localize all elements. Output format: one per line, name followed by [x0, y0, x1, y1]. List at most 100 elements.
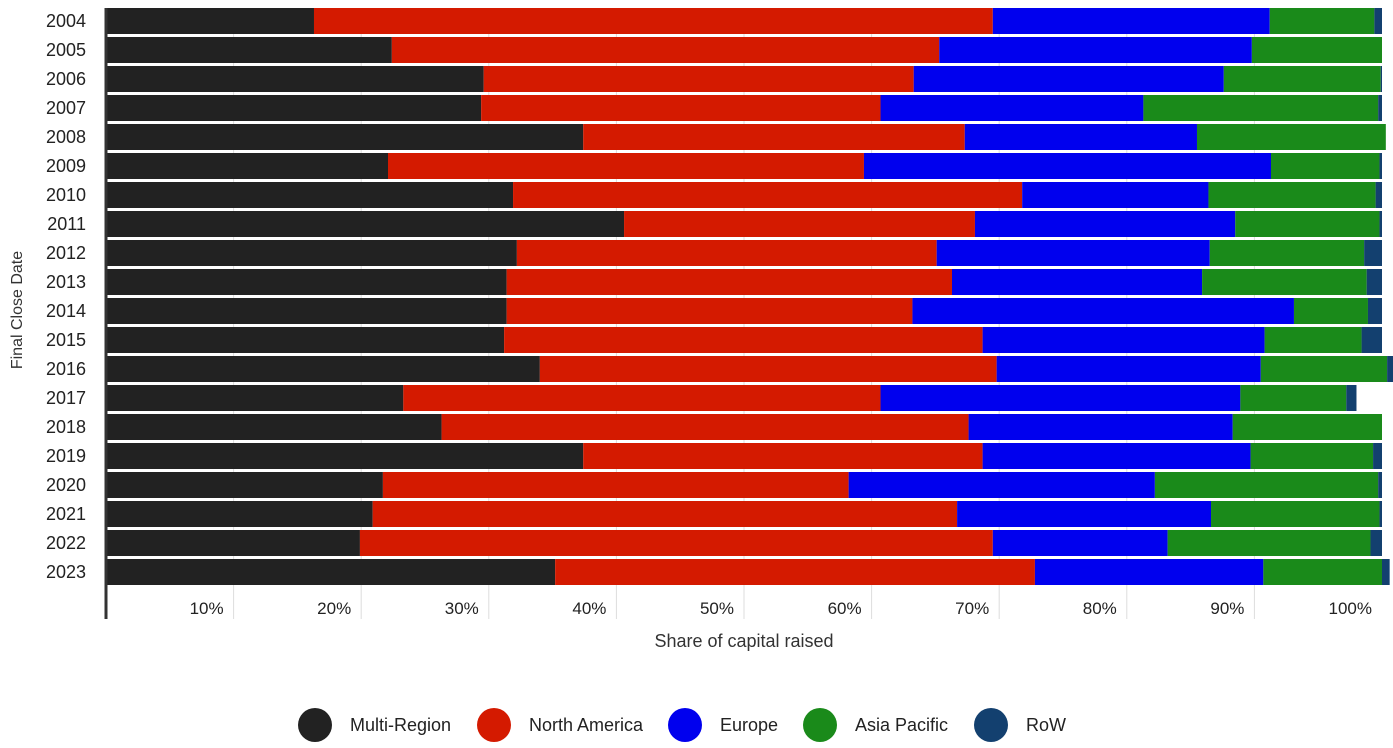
bar-segment-asia-pacific [1167, 530, 1371, 556]
y-axis-tick-labels: 2004 2005 2006 2007 2008 2009 2010 2011 2012 2013… [46, 11, 86, 582]
bar-segment-row [1364, 240, 1382, 266]
bar-segment-row [1379, 153, 1382, 179]
bar-segment-multi-region [106, 240, 517, 266]
bar-segment-north-america [504, 327, 983, 353]
bar-segment-north-america [506, 298, 913, 324]
bar-segment-row [1361, 327, 1382, 353]
legend-item: Multi-Region [298, 708, 451, 742]
bar-segment-asia-pacific [1235, 211, 1380, 237]
y-tick-label: 2019 [46, 446, 86, 466]
bar-segment-north-america [391, 37, 940, 63]
bar-segment-asia-pacific [1209, 240, 1365, 266]
bar-segment-multi-region [106, 414, 442, 440]
bar-segment-row [1378, 95, 1382, 121]
bar-segment-europe [863, 153, 1271, 179]
bar-segment-europe [912, 298, 1294, 324]
bar-segment-asia-pacific [1232, 414, 1382, 440]
y-tick-label: 2023 [46, 562, 86, 582]
y-tick-label: 2008 [46, 127, 86, 147]
bar-segment-north-america [539, 356, 997, 382]
legend: Multi-Region North America Europe Asia Paci… [0, 708, 1393, 748]
bar-segment-multi-region [106, 298, 507, 324]
bar-segment-north-america [516, 240, 937, 266]
x-tick-label: 10% [190, 599, 224, 618]
y-tick-label: 2020 [46, 475, 86, 495]
bar-segment-north-america [506, 269, 952, 295]
legend-label: Europe [720, 714, 779, 735]
bar-segment-asia-pacific [1202, 269, 1367, 295]
bar-segment-north-america [583, 124, 965, 150]
y-tick-label: 2007 [46, 98, 86, 118]
bar-segment-row [1367, 298, 1382, 324]
bar-segment-asia-pacific [1260, 356, 1388, 382]
y-tick-label: 2021 [46, 504, 86, 524]
bar-segment-europe [992, 8, 1270, 34]
legend-swatch [668, 708, 702, 742]
x-axis-title: Share of capital raised [654, 631, 833, 651]
legend-swatch [298, 708, 332, 742]
y-tick-label: 2004 [46, 11, 86, 31]
bar-segment-europe [880, 385, 1241, 411]
bars [106, 8, 1393, 585]
bar-segment-asia-pacific [1223, 66, 1381, 92]
bar-segment-europe [939, 37, 1252, 63]
bar-segment-asia-pacific [1293, 298, 1368, 324]
bar-segment-north-america [583, 443, 983, 469]
x-tick-label: 60% [828, 599, 862, 618]
legend-swatch [477, 708, 511, 742]
legend-item: RoW [974, 708, 1066, 742]
x-tick-label: 30% [445, 599, 479, 618]
bar-segment-europe [982, 443, 1251, 469]
y-tick-label: 2018 [46, 417, 86, 437]
bar-segment-asia-pacific [1196, 124, 1386, 150]
bar-segment-row [1370, 530, 1382, 556]
bar-segment-multi-region [106, 501, 373, 527]
bar-segment-multi-region [106, 95, 482, 121]
bar-segment-multi-region [106, 356, 540, 382]
y-tick-label: 2010 [46, 185, 86, 205]
bar-segment-asia-pacific [1208, 182, 1376, 208]
bar-segment-north-america [313, 8, 993, 34]
bar-segment-asia-pacific [1154, 472, 1379, 498]
legend-swatch [803, 708, 837, 742]
bar-segment-multi-region [106, 269, 507, 295]
x-tick-label: 100% [1329, 599, 1372, 618]
bar-segment-europe [968, 414, 1233, 440]
x-tick-label: 50% [700, 599, 734, 618]
bar-segment-asia-pacific [1211, 501, 1380, 527]
y-tick-label: 2015 [46, 330, 86, 350]
bar-segment-multi-region [106, 153, 388, 179]
bar-segment-europe [913, 66, 1224, 92]
bar-segment-asia-pacific [1263, 559, 1382, 585]
legend-label: Asia Pacific [855, 714, 949, 735]
bar-segment-europe [996, 356, 1261, 382]
bar-segment-asia-pacific [1250, 443, 1374, 469]
bar-segment-europe [1034, 559, 1264, 585]
legend-item: Europe [668, 708, 778, 742]
bar-segment-asia-pacific [1143, 95, 1379, 121]
bar-segment-north-america [624, 211, 975, 237]
bar-segment-europe [1022, 182, 1209, 208]
bar-segment-row [1380, 66, 1382, 92]
bar-segment-row [1379, 501, 1382, 527]
bar-segment-north-america [441, 414, 969, 440]
y-tick-label: 2017 [46, 388, 86, 408]
bar-segment-north-america [382, 472, 849, 498]
bar-segment-europe [974, 211, 1236, 237]
y-axis-title: Final Close Date [9, 251, 26, 369]
y-tick-label: 2012 [46, 243, 86, 263]
bar-segment-asia-pacific [1251, 37, 1382, 63]
x-tick-label: 90% [1210, 599, 1244, 618]
bar-segment-row [1373, 443, 1382, 469]
bar-segment-multi-region [106, 472, 383, 498]
bar-segment-europe [992, 530, 1168, 556]
bar-segment-europe [951, 269, 1203, 295]
bar-segment-row [1387, 356, 1393, 382]
bar-segment-row [1366, 269, 1382, 295]
x-tick-label: 70% [955, 599, 989, 618]
bar-segment-asia-pacific [1270, 153, 1380, 179]
bar-segment-row [1382, 559, 1390, 585]
bar-segment-europe [936, 240, 1210, 266]
bar-segment-multi-region [106, 37, 392, 63]
bar-segment-multi-region [106, 124, 584, 150]
